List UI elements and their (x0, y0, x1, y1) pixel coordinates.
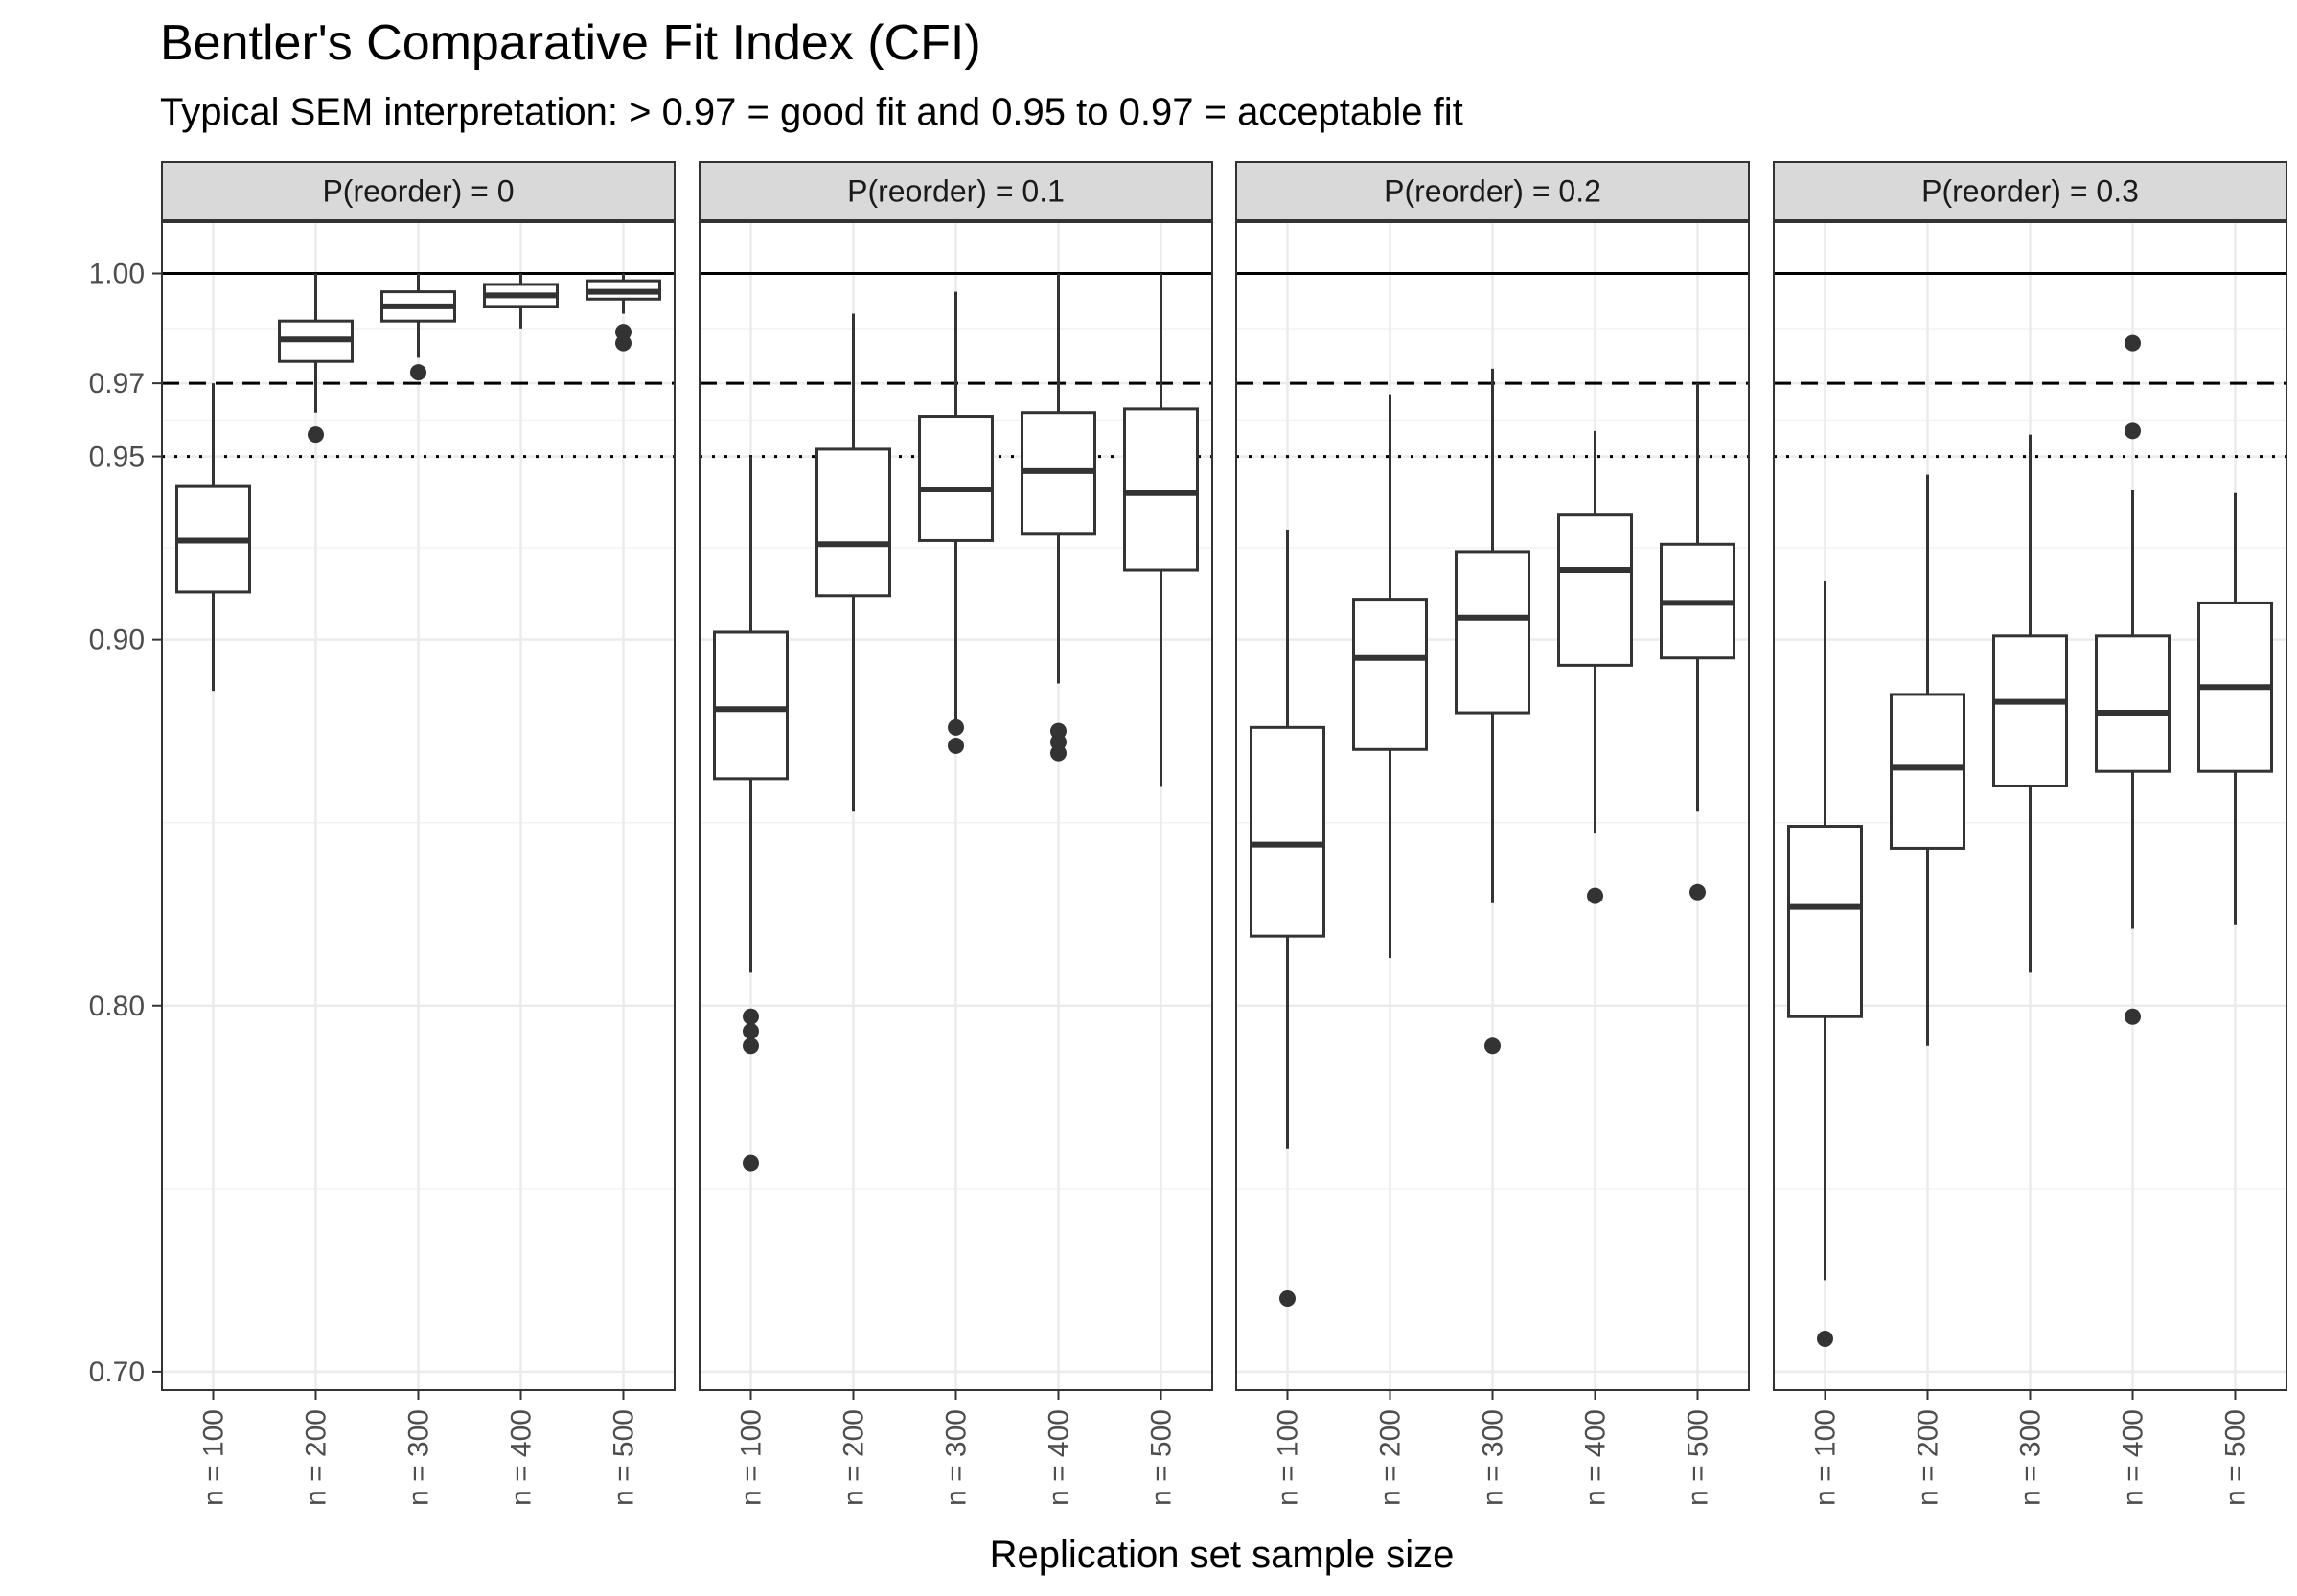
outlier-point (743, 1037, 759, 1055)
x-tick-label: n = 400 (2118, 1409, 2149, 1506)
x-axis-title: Replication set sample size (990, 1534, 1455, 1576)
box-iqr (1992, 634, 2068, 787)
facet-panels: P(reorder) = 0 n = 100 n = 200 n = 300 n = 4… (161, 161, 2287, 1506)
facet-strip (1235, 161, 1750, 221)
box-n400 (483, 273, 559, 329)
box-n300 (1455, 368, 1530, 1055)
box-n300 (1992, 434, 2068, 973)
outlier-point (1279, 1289, 1296, 1307)
y-tick-label: 1.00 (89, 258, 145, 289)
x-tick-label: n = 300 (403, 1409, 435, 1506)
box-n100 (713, 456, 789, 1172)
box-n100 (1250, 529, 1325, 1307)
x-tick-label: n = 300 (2015, 1409, 2047, 1506)
box-n500 (2197, 492, 2273, 925)
box-iqr (918, 415, 994, 542)
box-iqr (1352, 598, 1428, 751)
box-n200 (815, 313, 891, 812)
x-tick-label: n = 100 (1810, 1409, 1842, 1506)
box-iqr (1787, 825, 1863, 1018)
outlier-point (743, 1023, 759, 1040)
box-n200 (278, 273, 354, 444)
box-iqr (1890, 693, 1965, 850)
x-tick-label: n = 500 (1683, 1409, 1714, 1506)
x-tick-label: n = 500 (2220, 1409, 2252, 1506)
outlier-point (743, 1008, 759, 1025)
box-iqr (1557, 513, 1633, 667)
y-tick-label: 0.80 (89, 991, 145, 1022)
x-tick-label: n = 400 (1580, 1409, 1612, 1506)
x-tick-label: n = 200 (838, 1409, 870, 1506)
box-n500 (586, 273, 661, 352)
facet-strip-label: P(reorder) = 0.3 (1921, 174, 2139, 209)
x-tick-label: n = 500 (609, 1409, 640, 1506)
outlier-point (743, 1154, 759, 1172)
box-iqr (713, 630, 789, 781)
facet-panel: P(reorder) = 0.1 n = 100 n = 200 n = 300 n =… (699, 161, 1213, 1506)
chart-title: Bentler's Comparative Fit Index (CFI) (160, 15, 981, 71)
x-tick-label: n = 100 (1273, 1409, 1304, 1506)
x-tick-label: n = 100 (736, 1409, 768, 1506)
x-tick-label: n = 200 (1375, 1409, 1407, 1506)
outlier-point (1587, 887, 1603, 904)
outlier-point (308, 426, 324, 444)
box-n500 (1123, 273, 1199, 787)
x-tick-label: n = 100 (198, 1409, 230, 1506)
x-tick-label: n = 200 (1913, 1409, 1944, 1506)
box-iqr (2095, 634, 2171, 773)
outlier-point (2125, 422, 2141, 440)
box-n100 (1787, 581, 1863, 1348)
x-tick-label: n = 400 (506, 1409, 538, 1506)
x-tick-label: n = 300 (941, 1409, 973, 1506)
outlier-point (948, 718, 964, 736)
y-tick-label: 0.90 (89, 625, 145, 656)
outlier-point (410, 364, 426, 381)
facet-strip (161, 161, 676, 221)
box-n200 (1352, 394, 1428, 959)
x-tick-label: n = 200 (301, 1409, 333, 1506)
facet-strip-label: P(reorder) = 0.1 (847, 174, 1065, 209)
box-iqr (1455, 550, 1530, 715)
y-tick-label: 0.70 (89, 1357, 145, 1388)
outlier-point (2125, 334, 2141, 352)
x-tick-label: n = 500 (1146, 1409, 1178, 1506)
facet-strip-label: P(reorder) = 0 (322, 174, 514, 209)
box-n200 (1890, 474, 1965, 1046)
box-iqr (1123, 407, 1199, 572)
outlier-point (948, 737, 964, 754)
box-n400 (1557, 430, 1633, 904)
facet-panel: P(reorder) = 0 n = 100 n = 200 n = 300 n = 4… (161, 161, 676, 1506)
x-tick-label: n = 300 (1478, 1409, 1509, 1506)
facet-panel: P(reorder) = 0.3 n = 100 n = 200 n = 300 n =… (1773, 161, 2287, 1506)
box-n400 (2095, 334, 2171, 1025)
box-n500 (1660, 383, 1735, 901)
facet-strip (1773, 161, 2287, 221)
outlier-point (2125, 1008, 2141, 1025)
chart-subtitle: Typical SEM interpretation: > 0.97 = goo… (160, 91, 1463, 133)
box-iqr (1250, 725, 1325, 938)
outlier-point (1484, 1037, 1501, 1055)
outlier-point (1817, 1331, 1833, 1348)
facet-panel: P(reorder) = 0.2 n = 100 n = 200 n = 300 n =… (1235, 161, 1750, 1506)
box-iqr (815, 447, 891, 598)
y-tick-label: 0.95 (89, 442, 145, 473)
facet-strip-label: P(reorder) = 0.2 (1384, 174, 1601, 209)
facet-strip (699, 161, 1213, 221)
outlier-point (615, 334, 632, 352)
box-n300 (918, 291, 994, 754)
x-tick-label: n = 400 (1044, 1409, 1075, 1506)
outlier-point (1050, 744, 1067, 762)
box-n300 (380, 273, 456, 381)
outlier-point (1689, 883, 1706, 901)
y-axis: 0.70 0.80 0.90 0.95 0.97 1.00 (89, 258, 162, 1388)
box-n100 (175, 383, 251, 692)
box-n400 (1021, 273, 1096, 762)
y-tick-label: 0.97 (89, 368, 145, 399)
